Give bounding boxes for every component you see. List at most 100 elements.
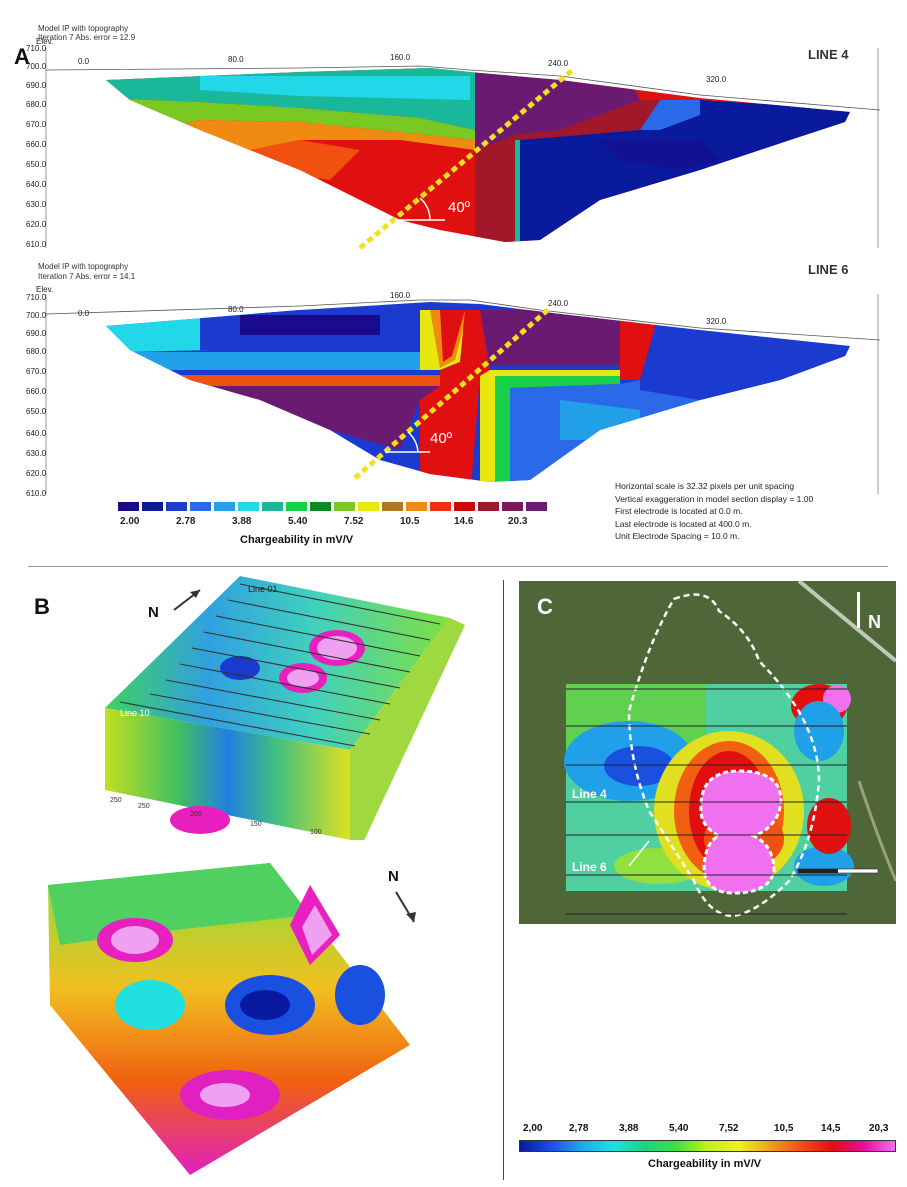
panel-c-map (519, 581, 896, 924)
b-axis-tick: 150 (250, 821, 262, 828)
legend-swatches (118, 502, 568, 511)
svg-text:320.0: 320.0 (706, 75, 727, 84)
legend-value: 20.3 (508, 516, 528, 527)
scale-tick-0: 0 (794, 1059, 800, 1069)
note-line: Unit Electrode Spacing = 10.0 m. (615, 531, 740, 541)
legend-swatch (454, 502, 475, 511)
citation: (Angeli et al. 2011) (537, 1080, 625, 1091)
vertical-divider (503, 580, 504, 1180)
line4-elev-label: Elev. (36, 37, 54, 46)
legend-values: 2.00 2.78 3.88 5.40 7.52 10.5 14.6 20.3 (118, 516, 568, 530)
colorbar-title: Chargeability in mV/V (648, 1158, 762, 1170)
svg-text:690.0: 690.0 (26, 81, 47, 90)
line6-section: 0.0 80.0 160.0 240.0 320.0 710.0 700.0 690… (26, 291, 881, 498)
line-01-label: Line 01 (248, 584, 278, 594)
svg-text:640.0: 640.0 (26, 180, 47, 189)
line6-x-ticks: 0.0 80.0 160.0 240.0 320.0 (78, 291, 727, 326)
legend-swatch (118, 502, 139, 511)
line6-angle: 40º (430, 430, 453, 447)
svg-text:650.0: 650.0 (26, 160, 47, 169)
svg-text:610.0: 610.0 (26, 240, 47, 249)
line4-iteration: Iteration 7 Abs. error = 12.9 (38, 33, 136, 42)
legend-value: 7.52 (344, 516, 364, 527)
legend-value: 14.6 (454, 516, 474, 527)
svg-text:80.0: 80.0 (228, 55, 244, 64)
legend-swatch (502, 502, 523, 511)
svg-text:690.0: 690.0 (26, 329, 47, 338)
legend-value: 5.40 (288, 516, 308, 527)
line6-model-title: Model IP with topography (38, 262, 129, 271)
svg-text:700.0: 700.0 (26, 311, 47, 320)
line4-label-c: Line 4 (572, 787, 607, 801)
colorbar-gradient (519, 1140, 896, 1152)
svg-text:680.0: 680.0 (26, 347, 47, 356)
svg-text:630.0: 630.0 (26, 200, 47, 209)
legend-swatch (526, 502, 547, 511)
svg-text:650.0: 650.0 (26, 407, 47, 416)
colorbar-values: 2,00 2,78 3,88 5,40 7,52 10,5 14,5 20,3 (519, 1123, 896, 1137)
legend-swatch (310, 502, 331, 511)
svg-text:710.0: 710.0 (26, 44, 47, 53)
legend-value: 2.78 (176, 516, 196, 527)
colorbar-value: 10,5 (774, 1123, 794, 1134)
svg-text:660.0: 660.0 (26, 387, 47, 396)
panel-a-notes: Horizontal scale is 32.32 pixels per uni… (615, 480, 813, 543)
panel-b-3d-bottom (48, 863, 410, 1175)
panel-c-letter: C (537, 594, 553, 619)
line4-x-ticks: 0.0 80.0 160.0 240.0 320.0 (78, 53, 727, 84)
colorbar-value: 20,3 (869, 1123, 889, 1134)
svg-text:0.0: 0.0 (78, 309, 90, 318)
panel-a-letter: A (14, 44, 30, 69)
line-10-label: Line 10 (120, 708, 150, 718)
scale-unit: Meters (822, 1079, 850, 1089)
colorbar-value: 2,78 (569, 1123, 589, 1134)
note-line: Vertical exaggeration in model section d… (615, 493, 814, 504)
ore-boundary-line2: Ore boundary (537, 1062, 623, 1078)
note-line: Last electrode is located at 400.0 m. (615, 518, 752, 529)
north-label-c: N (868, 612, 881, 632)
colorbar-value: 7,52 (719, 1123, 739, 1134)
north-arrow-icon (173, 589, 201, 611)
svg-text:670.0: 670.0 (26, 367, 47, 376)
svg-text:240.0: 240.0 (548, 299, 569, 308)
colorbar-value: 5,40 (669, 1123, 689, 1134)
legend-swatch (262, 502, 283, 511)
legend-swatch (214, 502, 235, 511)
svg-text:320.0: 320.0 (706, 317, 727, 326)
svg-text:0.0: 0.0 (78, 57, 90, 66)
north-arrow-c-icon (857, 592, 860, 628)
legend-value: 10.5 (400, 516, 420, 527)
colorbar-value: 14,5 (821, 1123, 841, 1134)
panel-a-legend: 2.00 2.78 3.88 5.40 7.52 10.5 14.6 20.3 (118, 502, 568, 542)
north-arrow-2-icon (395, 891, 416, 923)
svg-text:680.0: 680.0 (26, 100, 47, 109)
line4-angle: 40º (448, 199, 471, 216)
panel-c-svg (519, 581, 896, 924)
legend-swatch (334, 502, 355, 511)
legend-swatch (166, 502, 187, 511)
svg-text:700.0: 700.0 (26, 62, 47, 71)
legend-value: 2.00 (120, 516, 140, 527)
svg-text:620.0: 620.0 (26, 220, 47, 229)
panel-a-legend-title: Chargeability in mV/V (240, 534, 354, 546)
note-line: First electrode is located at 0.0 m. (615, 506, 743, 516)
legend-value: 3.88 (232, 516, 252, 527)
legend-swatch (190, 502, 211, 511)
panel-b-letter: B (34, 594, 50, 619)
line6-elev-label: Elev. (36, 285, 54, 294)
note-line: Horizontal scale is 32.32 pixels per uni… (615, 481, 795, 491)
svg-text:240.0: 240.0 (548, 59, 569, 68)
svg-text:660.0: 660.0 (26, 140, 47, 149)
svg-text:620.0: 620.0 (26, 469, 47, 478)
scale-tick-100: 100 (862, 1059, 878, 1069)
b-axis-tick: 250 (110, 797, 122, 804)
panel-c-grid-extra (566, 915, 847, 925)
horizontal-divider (28, 566, 888, 567)
colorbar-value: 2,00 (523, 1123, 543, 1134)
svg-text:710.0: 710.0 (26, 293, 47, 302)
line6-label-c: Line 6 (572, 860, 607, 874)
legend-swatch (238, 502, 259, 511)
svg-text:80.0: 80.0 (228, 305, 244, 314)
legend-swatch (382, 502, 403, 511)
svg-text:640.0: 640.0 (26, 429, 47, 438)
